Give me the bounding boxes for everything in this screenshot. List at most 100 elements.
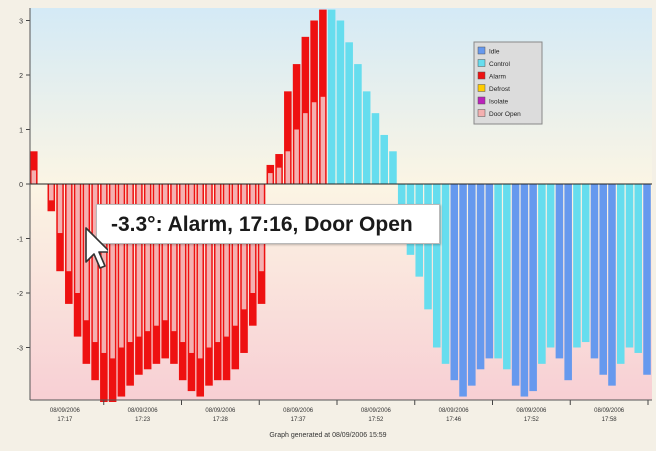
bar-door-open[interactable]: [92, 184, 98, 343]
y-tick-label: 0: [19, 182, 23, 189]
x-tick-time: 17:17: [57, 417, 73, 423]
legend-box: [473, 41, 543, 125]
x-tick-date: 08/09/2006: [361, 408, 392, 414]
bar-door-open[interactable]: [303, 113, 308, 184]
legend-swatch: [477, 84, 486, 92]
bar-control[interactable]: [581, 184, 590, 343]
bar-door-open[interactable]: [215, 184, 221, 343]
bar-idle[interactable]: [459, 184, 467, 397]
bar-door-open[interactable]: [241, 184, 247, 310]
y-tick-label: -2: [17, 291, 23, 298]
bar-idle[interactable]: [643, 184, 651, 375]
legend-label: Alarm: [489, 74, 506, 81]
bar-idle[interactable]: [476, 184, 485, 370]
x-axis: 08/09/2006 17:17 08/09/2006 17:23 08/09/2006…: [50, 400, 649, 423]
bar-control[interactable]: [432, 184, 441, 348]
bar-door-open[interactable]: [180, 184, 185, 343]
bar-door-open[interactable]: [197, 184, 203, 359]
graph-footer: Graph generated at 08/09/2006 15:59: [269, 432, 387, 439]
x-tick-time: 17:46: [446, 417, 462, 423]
bar-door-open[interactable]: [101, 184, 107, 353]
bar-control[interactable]: [389, 151, 397, 184]
legend-swatch: [477, 59, 486, 67]
bar-control[interactable]: [336, 20, 345, 185]
bar-idle[interactable]: [599, 184, 607, 375]
bar-control[interactable]: [397, 184, 406, 206]
bar-door-open[interactable]: [127, 184, 133, 343]
bar-alarm[interactable]: [30, 151, 38, 184]
bar-idle[interactable]: [468, 184, 476, 386]
legend-label: Door Open: [489, 111, 521, 118]
bar-idle[interactable]: [608, 184, 616, 386]
bar-door-open[interactable]: [171, 184, 177, 332]
bar-control[interactable]: [616, 184, 625, 364]
bar-door-open[interactable]: [145, 184, 150, 332]
y-tick-label: -1: [17, 237, 23, 244]
legend: Idle Control Alarm Defrost Isolate Door Open: [473, 41, 543, 125]
x-tick-time: 17:58: [602, 417, 618, 423]
bar-control[interactable]: [327, 9, 336, 184]
bar-door-open[interactable]: [189, 184, 194, 353]
legend-swatch: [477, 109, 486, 117]
bar-idle[interactable]: [520, 184, 529, 397]
bar-control[interactable]: [424, 184, 432, 310]
bar-door-open[interactable]: [162, 184, 168, 321]
x-tick-time: 17:37: [291, 417, 307, 423]
x-tick-date: 08/09/2006: [283, 408, 314, 414]
bar-door-open[interactable]: [154, 184, 159, 326]
bar-door-open[interactable]: [206, 184, 212, 348]
bar-door-open[interactable]: [294, 129, 299, 185]
bar-door-open[interactable]: [136, 184, 142, 337]
x-tick-time: 17:23: [135, 417, 151, 423]
y-tick-label: 3: [19, 19, 23, 26]
bar-control[interactable]: [634, 184, 643, 353]
y-tick-label: -3: [17, 346, 23, 353]
bar-control[interactable]: [345, 42, 353, 184]
bar-door-open[interactable]: [57, 184, 63, 234]
bar-door-open[interactable]: [66, 184, 72, 272]
bar-control[interactable]: [371, 113, 380, 184]
bar-idle[interactable]: [529, 184, 537, 392]
bar-door-open[interactable]: [224, 184, 229, 337]
bar-alarm[interactable]: [292, 64, 301, 184]
bar-door-open[interactable]: [320, 96, 326, 184]
bar-idle[interactable]: [485, 184, 494, 359]
x-tick-time: 17:52: [524, 417, 540, 423]
bar-control[interactable]: [354, 64, 362, 184]
bar-door-open[interactable]: [31, 170, 37, 185]
bar-door-open[interactable]: [285, 151, 291, 184]
bar-idle[interactable]: [555, 184, 564, 359]
bar-door-open[interactable]: [268, 173, 273, 184]
bar-alarm[interactable]: [284, 91, 292, 184]
bar-door-open[interactable]: [75, 184, 80, 293]
bar-control[interactable]: [538, 184, 546, 364]
bar-door-open[interactable]: [49, 184, 54, 201]
x-tick-time: 17:28: [213, 417, 229, 423]
x-tick-date: 08/09/2006: [594, 408, 625, 414]
bar-control[interactable]: [441, 184, 450, 364]
legend-swatch: [477, 71, 486, 80]
bar-idle[interactable]: [450, 184, 459, 381]
bar-control[interactable]: [362, 91, 371, 184]
legend-label: Defrost: [489, 86, 510, 93]
legend-swatch: [477, 96, 486, 105]
bar-alarm[interactable]: [319, 9, 327, 184]
bar-control[interactable]: [380, 134, 388, 184]
legend-label: Idle: [489, 49, 500, 56]
bar-idle[interactable]: [511, 184, 520, 386]
bar-door-open[interactable]: [276, 167, 282, 184]
bar-control[interactable]: [503, 184, 511, 370]
bar-control[interactable]: [573, 184, 581, 348]
x-tick-date: 08/09/2006: [50, 408, 81, 414]
bar-idle[interactable]: [590, 184, 599, 359]
bar-alarm[interactable]: [301, 36, 310, 184]
bar-door-open[interactable]: [119, 184, 124, 348]
bar-door-open[interactable]: [232, 184, 238, 326]
bar-door-open[interactable]: [311, 102, 317, 184]
bar-idle[interactable]: [564, 184, 572, 381]
bar-control[interactable]: [494, 184, 502, 359]
bar-door-open[interactable]: [110, 184, 115, 359]
bar-control[interactable]: [546, 184, 555, 348]
bar-control[interactable]: [625, 184, 634, 348]
